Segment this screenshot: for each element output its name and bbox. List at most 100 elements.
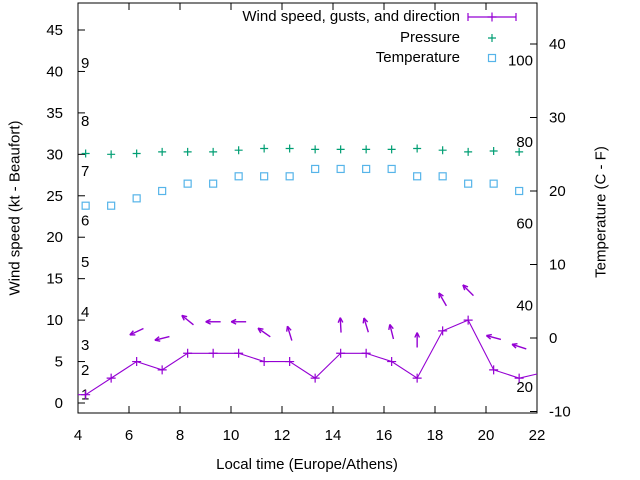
temperature-marker: [158, 186, 167, 196]
right-axis-tick-label: 0: [549, 330, 557, 347]
wind-marker: [259, 357, 269, 367]
temperature-marker: [336, 164, 345, 174]
wind-direction-arrow: [205, 318, 221, 325]
temperature-marker: [413, 172, 422, 181]
wind-direction-arrow: [230, 318, 247, 325]
arrow-head: [438, 292, 444, 297]
pressure-marker: [183, 147, 192, 156]
wind-marker: [132, 357, 142, 367]
arrow-head: [337, 317, 341, 323]
beaufort-label: 2: [81, 362, 89, 379]
x-axis-tick-label: 4: [74, 427, 82, 444]
temperature-marker: [464, 179, 473, 188]
x-axis-tick-label: 6: [125, 427, 133, 444]
plot-border: [77, 2, 538, 414]
wind-marker: [285, 357, 295, 367]
pressure-marker: [158, 147, 167, 156]
wind-marker: [514, 373, 524, 383]
beaufort-label: 5: [81, 254, 89, 271]
arrow-head: [389, 323, 394, 330]
wind-direction-arrow: [337, 317, 344, 333]
temperature-marker: [387, 164, 396, 174]
temperature-marker: [81, 201, 90, 210]
wind-direction-arrow: [438, 292, 448, 307]
pressure-series: [81, 144, 524, 159]
left-axis-tick-label: 45: [46, 22, 63, 39]
arrow-head: [416, 332, 421, 338]
arrow-head: [339, 317, 344, 323]
temperature-marker: [234, 172, 243, 181]
x-axis-tick-label: 18: [427, 427, 444, 444]
temperature-marker: [209, 179, 218, 188]
arrow-head: [362, 317, 365, 324]
wind-direction-arrow: [257, 327, 271, 338]
arrow-shaft: [438, 292, 448, 307]
left-axis-tick-label: 0: [55, 395, 63, 412]
beaufort-label: 3: [81, 337, 89, 354]
temperature-marker: [438, 172, 447, 181]
arrow-head: [286, 325, 292, 331]
beaufort-label: 4: [81, 304, 89, 321]
x-axis-tick-label: 20: [478, 427, 495, 444]
wind-direction-arrows: [129, 284, 527, 350]
arrow-shaft: [389, 324, 395, 340]
left-axis-tick-label: 25: [46, 188, 63, 205]
temperature-marker: [311, 164, 320, 174]
arrow-head: [257, 327, 262, 334]
temperature-marker: [260, 172, 269, 181]
legend-sample-wind-marker: [487, 12, 497, 22]
left-axis-tick-label: 20: [46, 229, 63, 246]
pressure-marker: [260, 144, 269, 153]
left-y-axis-title: Wind speed (kt - Beaufort): [6, 120, 24, 296]
pressure-marker: [413, 144, 422, 153]
left-axis-tick-label: 35: [46, 105, 63, 122]
beaufort-label: 7: [81, 163, 89, 180]
arrow-head: [485, 335, 492, 340]
right-axis-tick-label: 10: [549, 257, 566, 274]
right-axis-tick-label: 30: [549, 110, 566, 127]
pressure-marker: [107, 150, 116, 159]
wind-marker: [234, 348, 244, 358]
right-axis-tick-label: 40: [549, 36, 566, 53]
pressure-marker: [362, 145, 371, 154]
arrow-head: [511, 343, 517, 349]
wind-marker: [412, 373, 422, 383]
arrow-head: [363, 317, 369, 323]
arrow-shaft: [339, 317, 342, 333]
wind-marker: [336, 348, 346, 358]
fahrenheit-scale: 20 40 60 80 100: [508, 52, 533, 396]
arrow-head: [205, 321, 211, 325]
left-axis: 0 5 10 15 20 25 30 35 40 45: [46, 22, 85, 412]
pressure-marker: [515, 147, 524, 156]
legend-label-pressure: Pressure: [399, 29, 460, 46]
arrow-head: [414, 332, 418, 338]
temperature-marker: [107, 201, 116, 210]
x-axis-tick-label: 8: [176, 427, 184, 444]
arrow-shaft: [486, 334, 502, 341]
temperature-marker: [132, 194, 141, 203]
arrow-shaft: [154, 335, 170, 341]
pressure-marker: [234, 146, 243, 155]
wind-direction-arrow: [181, 314, 194, 326]
arrow-shaft: [257, 327, 271, 338]
arrow-shaft: [181, 314, 194, 326]
wind-marker: [438, 326, 448, 336]
temperature-marker: [489, 179, 498, 188]
legend-label-temperature: Temperature: [375, 49, 460, 66]
beaufort-label: 6: [81, 213, 89, 230]
wind-marker: [81, 390, 91, 400]
x-axis-tick-label: 12: [274, 427, 291, 444]
wind-marker: [463, 315, 473, 325]
fahrenheit-label: 80: [516, 134, 533, 151]
left-axis-tick-label: 15: [46, 271, 63, 288]
right-axis-tick-label: -10: [549, 404, 571, 421]
wind-direction-arrow: [154, 335, 170, 342]
x-axis-tick-label: 10: [223, 427, 240, 444]
wind-series: [78, 315, 538, 400]
temperature-marker: [183, 179, 192, 188]
pressure-marker: [81, 149, 90, 158]
pressure-marker: [209, 147, 218, 156]
legend-label-wind: Wind speed, gusts, and direction: [242, 8, 460, 25]
